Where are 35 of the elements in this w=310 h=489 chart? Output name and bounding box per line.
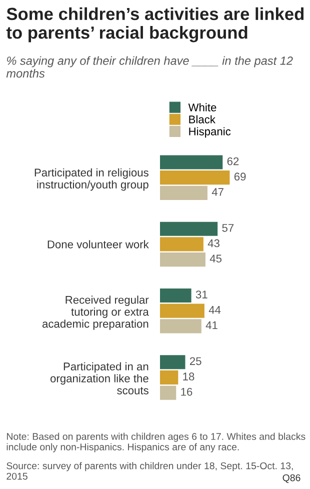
bar xyxy=(160,252,206,267)
y-tick-label: Done volunteer work xyxy=(48,240,149,248)
data-label: 44 xyxy=(208,306,221,314)
text: Q86 xyxy=(282,474,300,483)
legend-label: Hispanic xyxy=(189,127,231,138)
data-label: 31 xyxy=(196,290,208,298)
bar xyxy=(160,170,230,185)
bar xyxy=(160,370,178,384)
text: Note: Based on parents with children ages 6 to 17. Whites and blacks include only non-Hispanics. Hispanics are of any race. xyxy=(6,432,306,452)
bar xyxy=(160,288,192,303)
bar xyxy=(160,304,204,318)
bar xyxy=(160,386,176,400)
legend-label: Black xyxy=(189,115,216,124)
chart-subtitle: % saying any of their children have ____ in the past 12 months xyxy=(6,56,293,78)
data-label: 25 xyxy=(190,357,202,366)
data-label: 45 xyxy=(210,254,222,262)
data-label: 47 xyxy=(212,188,224,196)
bar xyxy=(160,222,218,236)
y-tick-label: Received regular tutoring or extra academic preparation xyxy=(42,296,149,330)
bar xyxy=(160,237,204,252)
y-tick-label: Participated in religious instruction/youth group xyxy=(34,168,148,191)
bar xyxy=(160,186,208,200)
legend-label: White xyxy=(188,103,216,112)
bar xyxy=(160,355,186,370)
data-label: 57 xyxy=(222,224,234,232)
bar xyxy=(160,319,202,334)
data-label: 69 xyxy=(234,172,246,181)
bar xyxy=(160,155,223,170)
y-tick-label: Participated in an organization like the scouts xyxy=(50,362,148,394)
data-label: 41 xyxy=(206,321,218,330)
data-label: 43 xyxy=(208,239,220,248)
data-label: 16 xyxy=(181,388,192,396)
data-label: 62 xyxy=(227,157,239,166)
data-label: 18 xyxy=(183,372,194,380)
chart-title: Some children’s activities are linked to parents’ racial background xyxy=(6,7,304,42)
